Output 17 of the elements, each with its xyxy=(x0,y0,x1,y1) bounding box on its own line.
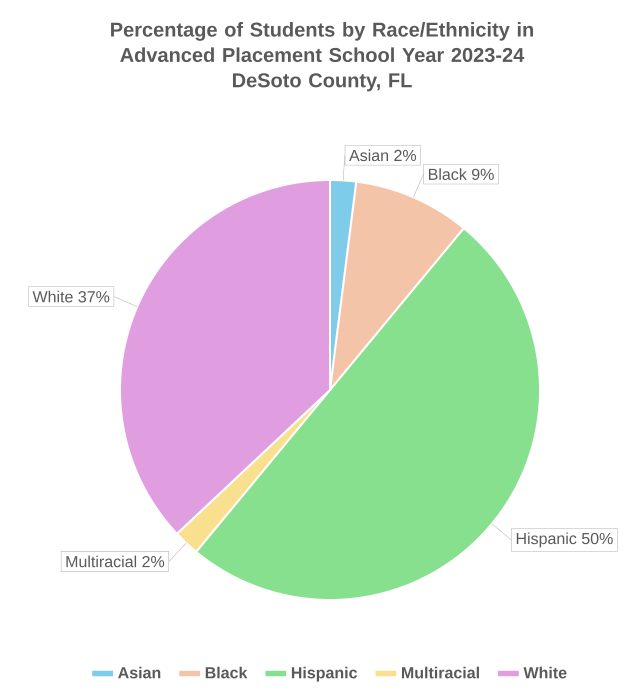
data-label: 9% xyxy=(472,168,494,180)
slice-label: Black xyxy=(428,168,467,180)
data-label: 2% xyxy=(394,150,416,162)
slice-label: Asian xyxy=(349,149,388,162)
legend-label: Asian xyxy=(118,666,160,678)
chart-subtitle: DeSoto County, FL xyxy=(232,73,412,92)
data-label: 2% xyxy=(142,556,164,568)
slice-label: Hispanic xyxy=(516,532,576,548)
legend-label: White xyxy=(524,666,567,678)
legend-label: Multiracial xyxy=(402,666,479,678)
data-label: 50% xyxy=(582,532,613,544)
legend-label: Black xyxy=(206,666,248,678)
legend-label: Hispanic xyxy=(292,666,358,682)
data-label: 37% xyxy=(78,291,110,302)
slice-label: White xyxy=(32,290,73,302)
chart-title: Percentage of Students by Race/Ethnicity in Advanced Placement School Year 2023-24 xyxy=(111,22,534,62)
slice-label: Multiracial xyxy=(66,556,136,568)
